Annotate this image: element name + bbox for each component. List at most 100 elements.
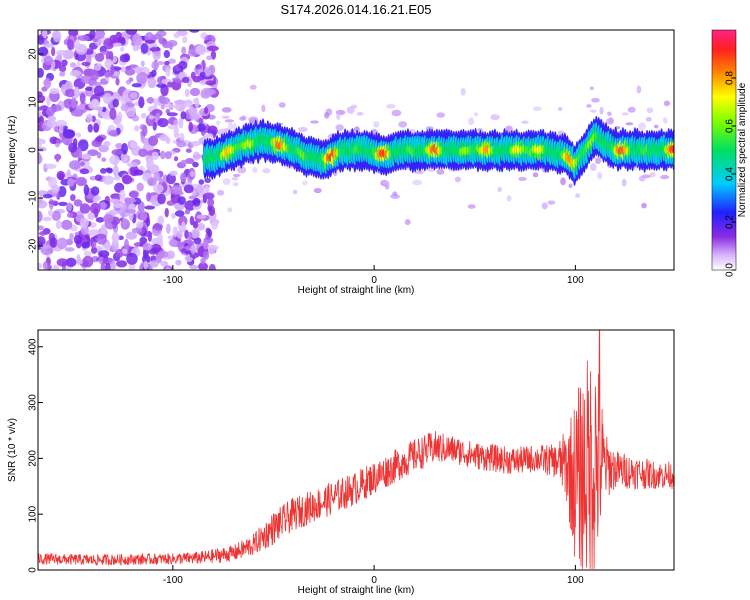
spectrogram-cell — [120, 46, 125, 52]
spectrogram-cell — [143, 260, 149, 270]
spectrogram-cell — [660, 174, 670, 180]
spectrogram-cell — [92, 37, 99, 42]
spectrogram-cell — [203, 66, 212, 77]
spectrogram-cell — [176, 140, 187, 148]
spectrogram-cell — [79, 217, 89, 228]
spectrogram-cell — [66, 212, 74, 218]
spectrogram-cell — [128, 77, 134, 83]
spectrogram-cell — [67, 38, 74, 50]
spectrogram-cell — [38, 94, 46, 103]
spectrogram-cell — [101, 157, 107, 162]
spectrogram-cell — [532, 172, 539, 178]
spectrogram-cell — [206, 55, 213, 61]
spectrogram-cell — [106, 168, 113, 174]
spectrogram-cell — [55, 153, 60, 163]
spectrogram-cell — [454, 176, 461, 183]
spectrogram-cell — [104, 262, 111, 270]
spectrogram-cell — [193, 237, 202, 245]
spectrogram-cell — [649, 171, 656, 178]
spectrogram-cell — [119, 54, 130, 63]
spectrogram-cell — [56, 237, 68, 250]
spectrogram-cell — [147, 77, 157, 89]
spectrogram-cell — [144, 39, 156, 44]
spectrogram-cell — [261, 104, 266, 113]
spectrogram-cell — [95, 216, 105, 223]
spectrogram-cell — [76, 147, 83, 160]
spectrogram-cell — [68, 160, 81, 170]
spectrogram-cell — [518, 176, 527, 182]
spectrogram-cell — [436, 112, 446, 118]
spectrogram-cell — [160, 104, 165, 110]
spectrogram-cell — [198, 262, 209, 270]
spectrogram-cell — [55, 138, 63, 144]
spectrogram-cell — [92, 241, 97, 249]
spectrogram-cell — [87, 212, 95, 220]
spectrogram-cell — [165, 66, 171, 77]
spectrogram-cell — [160, 97, 171, 105]
spectrogram-cell — [195, 64, 202, 70]
spectrogram-cell — [156, 83, 167, 88]
spectrogram-cell — [192, 220, 199, 229]
spectrogram-cell — [47, 115, 57, 122]
spectrogram-cell — [171, 212, 176, 219]
spectrogram-cell — [399, 167, 410, 171]
spectrogram-cell — [159, 150, 166, 160]
spectrogram-cell — [157, 193, 166, 205]
spectrogram-cell — [82, 255, 94, 268]
spectrogram-cell — [146, 157, 154, 168]
spectrogram-cell — [73, 234, 83, 245]
spectrogram-cell — [586, 104, 592, 108]
spectrogram-cell — [140, 42, 149, 54]
spectrogram-cell — [336, 112, 341, 121]
spectrogram-cell — [166, 173, 177, 185]
spectrogram-cell — [157, 233, 164, 244]
spectrogram-cell — [69, 62, 77, 68]
spectrogram-cell — [215, 120, 221, 125]
spectrogram-cell — [192, 229, 200, 239]
spectrogram-cell — [136, 71, 148, 84]
spectrogram-cell — [172, 226, 179, 238]
spectrogram-cell — [120, 152, 128, 163]
spectrogram-cell — [240, 115, 247, 120]
spectrogram-cell — [557, 106, 563, 112]
spectrogram-cell — [174, 79, 184, 84]
spectrogram-cell — [38, 231, 47, 236]
spectrogram-cell — [189, 87, 201, 97]
spectrogram-cell — [574, 193, 581, 198]
spectrogram-cell — [38, 210, 43, 223]
spectrogram-cell — [89, 30, 96, 40]
spectrogram-cell — [85, 113, 93, 123]
spectrogram-cell — [46, 120, 58, 129]
colorbar-tick-label: 0.2 — [725, 215, 736, 229]
spectrogram-cell — [146, 192, 151, 202]
spectrogram-cell — [65, 88, 76, 98]
spectrogram-cell — [109, 155, 120, 166]
spectrogram-cell — [173, 103, 182, 110]
spectrogram-cell — [129, 140, 138, 149]
spectrogram-cell — [497, 186, 503, 193]
spectrogram-cell — [93, 85, 105, 97]
spectrogram-cell — [148, 115, 155, 120]
spectrogram-cell — [108, 129, 118, 137]
spectrogram-cell — [356, 111, 364, 116]
spectrogram-cell — [80, 161, 85, 167]
spectrogram-cell — [120, 66, 126, 73]
y-tick-label: 400 — [28, 338, 39, 355]
spectrogram-cell — [58, 201, 68, 207]
spectrogram-cell — [94, 52, 105, 62]
spectrogram-cell — [663, 117, 668, 124]
spectrogram-cell — [146, 97, 155, 104]
spectrogram-cell — [169, 170, 178, 176]
spectrogram-cell — [192, 154, 204, 159]
spectrogram-cell — [52, 30, 62, 43]
spectrogram-cell — [185, 158, 195, 165]
spectrogram-cell — [38, 67, 44, 78]
spectrogram-cell — [56, 258, 69, 267]
spectrogram-cell — [81, 61, 91, 66]
spectrogram-cell — [89, 202, 101, 215]
spectrogram-cell — [83, 250, 92, 257]
spectrogram-cell — [69, 232, 74, 241]
spectrogram-cell — [78, 103, 85, 110]
spectrogram-cell — [47, 209, 54, 216]
spectrogram-cell — [621, 112, 629, 116]
